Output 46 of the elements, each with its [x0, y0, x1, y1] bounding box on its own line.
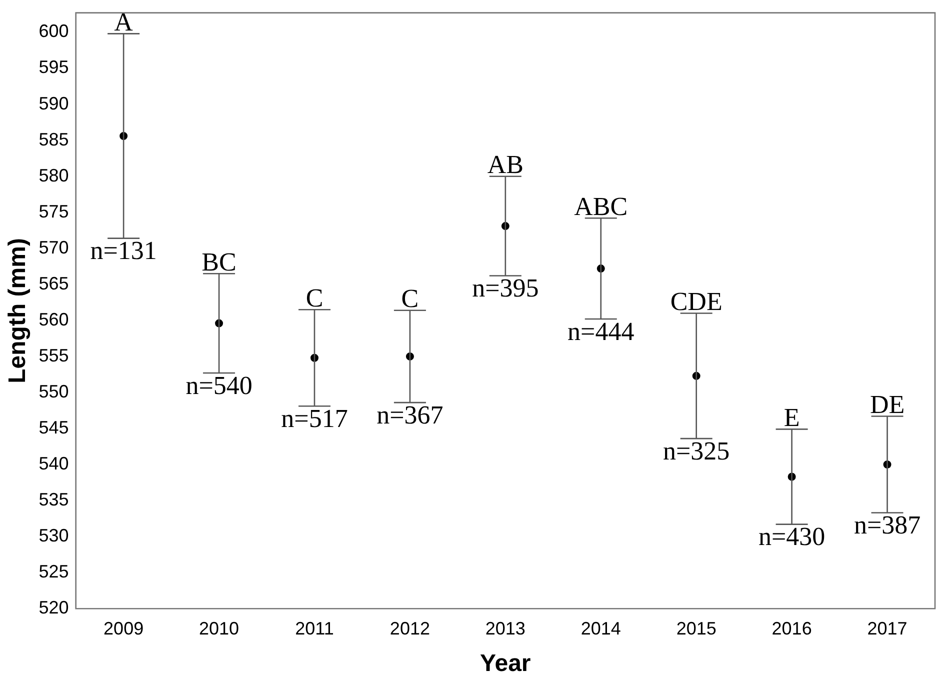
y-tick-label: 525	[38, 562, 69, 582]
y-tick-label: 520	[38, 598, 69, 618]
x-tick-label: 2009	[104, 618, 144, 638]
y-tick-label: 585	[38, 129, 69, 150]
x-tick-label: 2013	[485, 618, 526, 638]
annotation: n=367	[376, 400, 444, 430]
y-tick-label: 530	[38, 526, 69, 546]
annotation: n=444	[568, 316, 634, 346]
annotation: E	[784, 403, 800, 432]
annotation: BC	[202, 247, 236, 276]
y-tick-label: 560	[38, 309, 69, 330]
y-tick-label: 545	[38, 417, 69, 438]
y-axis-title: Length (mm)	[4, 238, 32, 384]
y-tick-label: 570	[38, 237, 69, 258]
annotation: n=517	[281, 404, 348, 433]
annotation: ABC	[574, 192, 628, 221]
y-tick-label: 550	[38, 381, 69, 402]
y-tick-label: 540	[38, 453, 69, 474]
annotation: n=395	[472, 274, 539, 303]
x-tick-label: 2017	[867, 618, 908, 638]
x-tick-label: 2010	[199, 618, 240, 638]
annotation: C	[306, 283, 324, 312]
x-tick-label: 2015	[676, 618, 716, 638]
x-axis-title: Year	[480, 650, 531, 678]
y-tick-label: 590	[38, 93, 69, 114]
annotation: A	[114, 8, 134, 37]
annotation: n=325	[663, 436, 730, 466]
annotation: C	[401, 284, 419, 314]
y-tick-label: 595	[38, 57, 69, 78]
y-tick-label: 535	[38, 490, 69, 510]
x-tick-label: 2016	[772, 618, 812, 638]
x-tick-label: 2012	[390, 618, 430, 638]
x-tick-label: 2011	[295, 618, 334, 638]
y-tick-label: 555	[38, 345, 69, 366]
y-tick-label: 575	[38, 201, 69, 222]
y-tick-label: 580	[38, 165, 69, 186]
annotation: DE	[870, 390, 905, 420]
annotation: n=387	[854, 510, 921, 540]
x-tick-label: 2014	[580, 618, 621, 638]
y-tick-label: 565	[38, 273, 69, 294]
annotation: CDE	[670, 287, 722, 316]
annotation: n=540	[186, 370, 252, 400]
annotation: n=131	[90, 236, 157, 266]
annotation: n=430	[758, 522, 826, 552]
annotation: AB	[487, 150, 524, 180]
y-tick-label: 600	[38, 21, 69, 42]
